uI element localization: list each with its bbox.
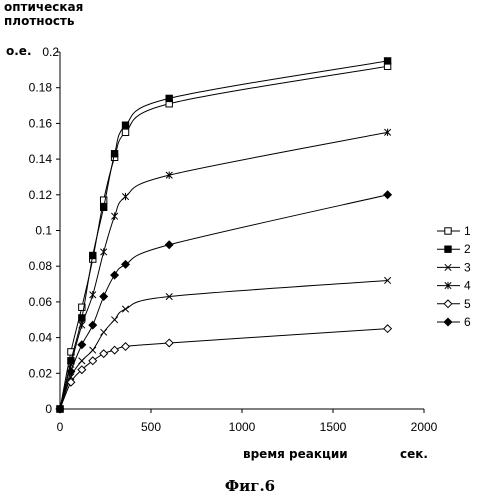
series-5 <box>56 325 391 413</box>
x-tick-label: 1000 <box>229 420 256 434</box>
x-tick-label: 1500 <box>320 420 347 434</box>
legend-item: 4 <box>437 279 471 293</box>
y-tick-label: 0 <box>45 402 52 416</box>
series-line <box>60 280 388 409</box>
figure-caption: Фиг.6 <box>0 477 500 495</box>
x-axis-unit: сек. <box>400 447 428 461</box>
data-point <box>165 339 173 347</box>
legend-item: 5 <box>437 297 471 311</box>
legend-item: 1 <box>437 224 471 238</box>
data-point <box>90 347 96 353</box>
legend-item: 3 <box>437 260 471 274</box>
y-tick-label: 0.16 <box>29 116 53 130</box>
x-tick-label: 2000 <box>411 420 438 434</box>
data-point <box>122 261 130 269</box>
chart-series-layer <box>56 58 391 413</box>
chart-axes <box>60 52 424 409</box>
series-line <box>60 61 388 409</box>
data-point <box>100 293 108 301</box>
data-point <box>445 246 451 252</box>
data-point <box>90 291 96 298</box>
series-line <box>60 132 388 409</box>
data-point <box>79 321 85 328</box>
legend-item: 2 <box>437 242 471 256</box>
y-tick-label: 0.04 <box>29 331 53 345</box>
y-axis-title-line-1: оптическая <box>4 0 83 14</box>
data-point <box>122 343 130 351</box>
y-axis-title-line-2: плотность <box>4 14 74 28</box>
data-point <box>444 318 452 326</box>
series-line <box>60 66 388 409</box>
data-point <box>111 346 119 354</box>
y-tick-label: 0.1 <box>35 224 52 238</box>
data-point <box>111 271 119 279</box>
data-point <box>122 122 128 128</box>
y-tick-label: 0.08 <box>29 259 53 273</box>
data-point <box>122 193 128 200</box>
data-point <box>444 300 452 308</box>
x-tick-label: 0 <box>57 420 64 434</box>
series-6 <box>56 191 391 413</box>
y-tick-label: 0.2 <box>42 45 59 59</box>
series-2 <box>57 58 391 412</box>
data-point <box>166 171 172 178</box>
data-point <box>89 357 97 365</box>
y-axis-unit: о.е. <box>6 44 32 58</box>
legend-label: 4 <box>464 279 471 293</box>
legend-label: 1 <box>464 224 471 238</box>
data-point <box>90 252 96 258</box>
data-point <box>166 95 172 101</box>
series-1 <box>57 63 391 412</box>
x-tick-label: 500 <box>141 420 161 434</box>
legend-label: 2 <box>464 242 471 256</box>
data-point <box>100 204 106 210</box>
legend-label: 5 <box>464 297 471 311</box>
data-point <box>89 321 97 329</box>
y-tick-label: 0.14 <box>29 152 53 166</box>
data-point <box>384 325 392 333</box>
data-point <box>384 191 392 199</box>
series-line <box>60 195 388 409</box>
chart-ticks: 0 0.02 0.04 0.06 0.08 0.1 0.12 0.14 0.16 0.18 0.2 0… <box>29 45 438 434</box>
series-line <box>60 329 388 409</box>
data-point <box>79 358 85 364</box>
data-point <box>122 129 128 135</box>
data-point <box>111 151 117 157</box>
y-tick-label: 0.02 <box>29 366 53 380</box>
data-point <box>445 228 451 234</box>
data-point <box>100 350 108 358</box>
data-point <box>122 306 128 312</box>
y-tick-label: 0.12 <box>29 188 53 202</box>
data-point <box>165 241 173 249</box>
series-4 <box>57 129 391 413</box>
x-axis-title: время реакции <box>243 447 348 461</box>
data-point <box>78 341 86 349</box>
legend-label: 3 <box>464 260 471 274</box>
legend-label: 6 <box>464 315 471 329</box>
legend-item: 6 <box>437 315 471 329</box>
data-point <box>111 213 117 220</box>
y-tick-label: 0.06 <box>29 295 53 309</box>
chart-legend: 1 2 3 4 5 6 <box>437 224 471 329</box>
data-point <box>100 329 106 335</box>
data-point <box>100 248 106 255</box>
data-point <box>384 58 390 64</box>
data-point <box>111 317 117 323</box>
y-tick-label: 0.18 <box>29 81 53 95</box>
